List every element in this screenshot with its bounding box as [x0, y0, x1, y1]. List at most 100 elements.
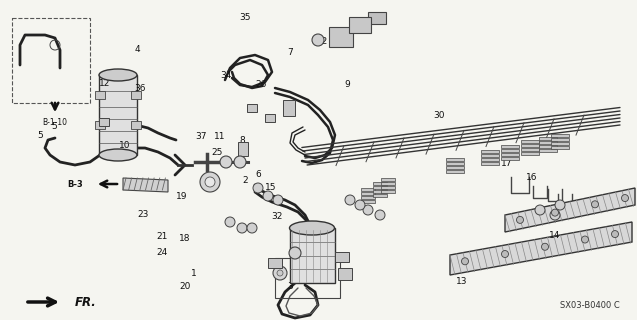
- Bar: [368, 12, 386, 24]
- Text: 7: 7: [287, 48, 293, 57]
- Circle shape: [205, 177, 215, 187]
- Text: 23: 23: [138, 210, 149, 219]
- Bar: [539, 141, 557, 144]
- Circle shape: [234, 156, 246, 168]
- Text: B-1-10: B-1-10: [43, 117, 68, 126]
- Bar: [381, 182, 395, 185]
- Circle shape: [355, 200, 365, 210]
- Bar: [268, 258, 282, 268]
- Polygon shape: [123, 178, 168, 192]
- Bar: [238, 142, 248, 156]
- Bar: [539, 137, 557, 140]
- Circle shape: [535, 205, 545, 215]
- Bar: [446, 162, 464, 165]
- FancyBboxPatch shape: [349, 17, 371, 33]
- Bar: [381, 190, 395, 193]
- Bar: [373, 194, 387, 197]
- Text: 5: 5: [37, 131, 43, 140]
- Bar: [361, 200, 375, 203]
- Bar: [501, 145, 519, 148]
- Circle shape: [312, 34, 324, 46]
- Text: 26: 26: [255, 80, 267, 89]
- Bar: [521, 144, 539, 147]
- Text: B-3: B-3: [67, 180, 83, 188]
- Bar: [481, 150, 499, 153]
- Circle shape: [517, 216, 524, 223]
- Text: 37: 37: [195, 132, 206, 140]
- Bar: [338, 268, 352, 280]
- Circle shape: [220, 156, 232, 168]
- Text: 10: 10: [118, 141, 130, 150]
- Circle shape: [253, 183, 263, 193]
- Bar: [551, 142, 569, 145]
- Bar: [551, 138, 569, 141]
- Circle shape: [273, 266, 287, 280]
- Bar: [539, 145, 557, 148]
- Bar: [290, 228, 335, 283]
- Text: 19: 19: [176, 192, 187, 201]
- Text: 16: 16: [526, 173, 538, 182]
- Text: 36: 36: [134, 84, 146, 92]
- Text: 5: 5: [51, 122, 57, 131]
- Circle shape: [375, 210, 385, 220]
- Text: 4: 4: [134, 45, 140, 54]
- Text: 15: 15: [265, 183, 276, 192]
- Text: 2: 2: [243, 176, 248, 185]
- Text: 13: 13: [456, 277, 468, 286]
- Bar: [521, 140, 539, 143]
- Text: 30: 30: [434, 111, 445, 120]
- Bar: [99, 118, 109, 126]
- Circle shape: [622, 195, 629, 202]
- Bar: [335, 252, 349, 262]
- Ellipse shape: [99, 69, 137, 81]
- Bar: [539, 149, 557, 152]
- Text: 29: 29: [376, 12, 388, 20]
- Bar: [361, 188, 375, 191]
- Bar: [501, 153, 519, 156]
- Bar: [551, 134, 569, 137]
- Text: 14: 14: [548, 231, 560, 240]
- Bar: [95, 91, 105, 99]
- Circle shape: [461, 258, 468, 265]
- Text: 11: 11: [214, 132, 225, 140]
- Text: FR.: FR.: [75, 295, 97, 308]
- Text: 31: 31: [300, 242, 311, 251]
- Text: 9: 9: [344, 80, 350, 89]
- Circle shape: [550, 210, 560, 220]
- Bar: [95, 121, 105, 129]
- Bar: [446, 170, 464, 173]
- Text: 17: 17: [501, 159, 512, 168]
- Circle shape: [277, 270, 283, 276]
- Text: 20: 20: [179, 282, 190, 291]
- Bar: [501, 149, 519, 152]
- Bar: [373, 182, 387, 185]
- Bar: [361, 196, 375, 199]
- Text: 21: 21: [157, 232, 168, 241]
- Bar: [551, 146, 569, 149]
- Bar: [501, 157, 519, 160]
- Text: 12: 12: [99, 79, 111, 88]
- Circle shape: [582, 236, 589, 243]
- Circle shape: [345, 195, 355, 205]
- Text: 28: 28: [354, 23, 366, 32]
- Text: 22: 22: [316, 37, 327, 46]
- Bar: [131, 121, 141, 129]
- Bar: [283, 100, 295, 116]
- Polygon shape: [505, 188, 635, 232]
- Circle shape: [237, 223, 247, 233]
- Circle shape: [592, 201, 599, 208]
- Bar: [12, 18, 90, 103]
- Text: 18: 18: [179, 234, 190, 243]
- Bar: [481, 154, 499, 157]
- Ellipse shape: [289, 221, 334, 235]
- Bar: [373, 186, 387, 189]
- Circle shape: [225, 217, 235, 227]
- Text: 3: 3: [287, 282, 293, 291]
- Bar: [373, 190, 387, 193]
- Ellipse shape: [99, 149, 137, 161]
- Bar: [131, 91, 141, 99]
- Circle shape: [612, 231, 619, 237]
- FancyBboxPatch shape: [329, 27, 353, 47]
- Circle shape: [247, 223, 257, 233]
- Circle shape: [552, 209, 559, 216]
